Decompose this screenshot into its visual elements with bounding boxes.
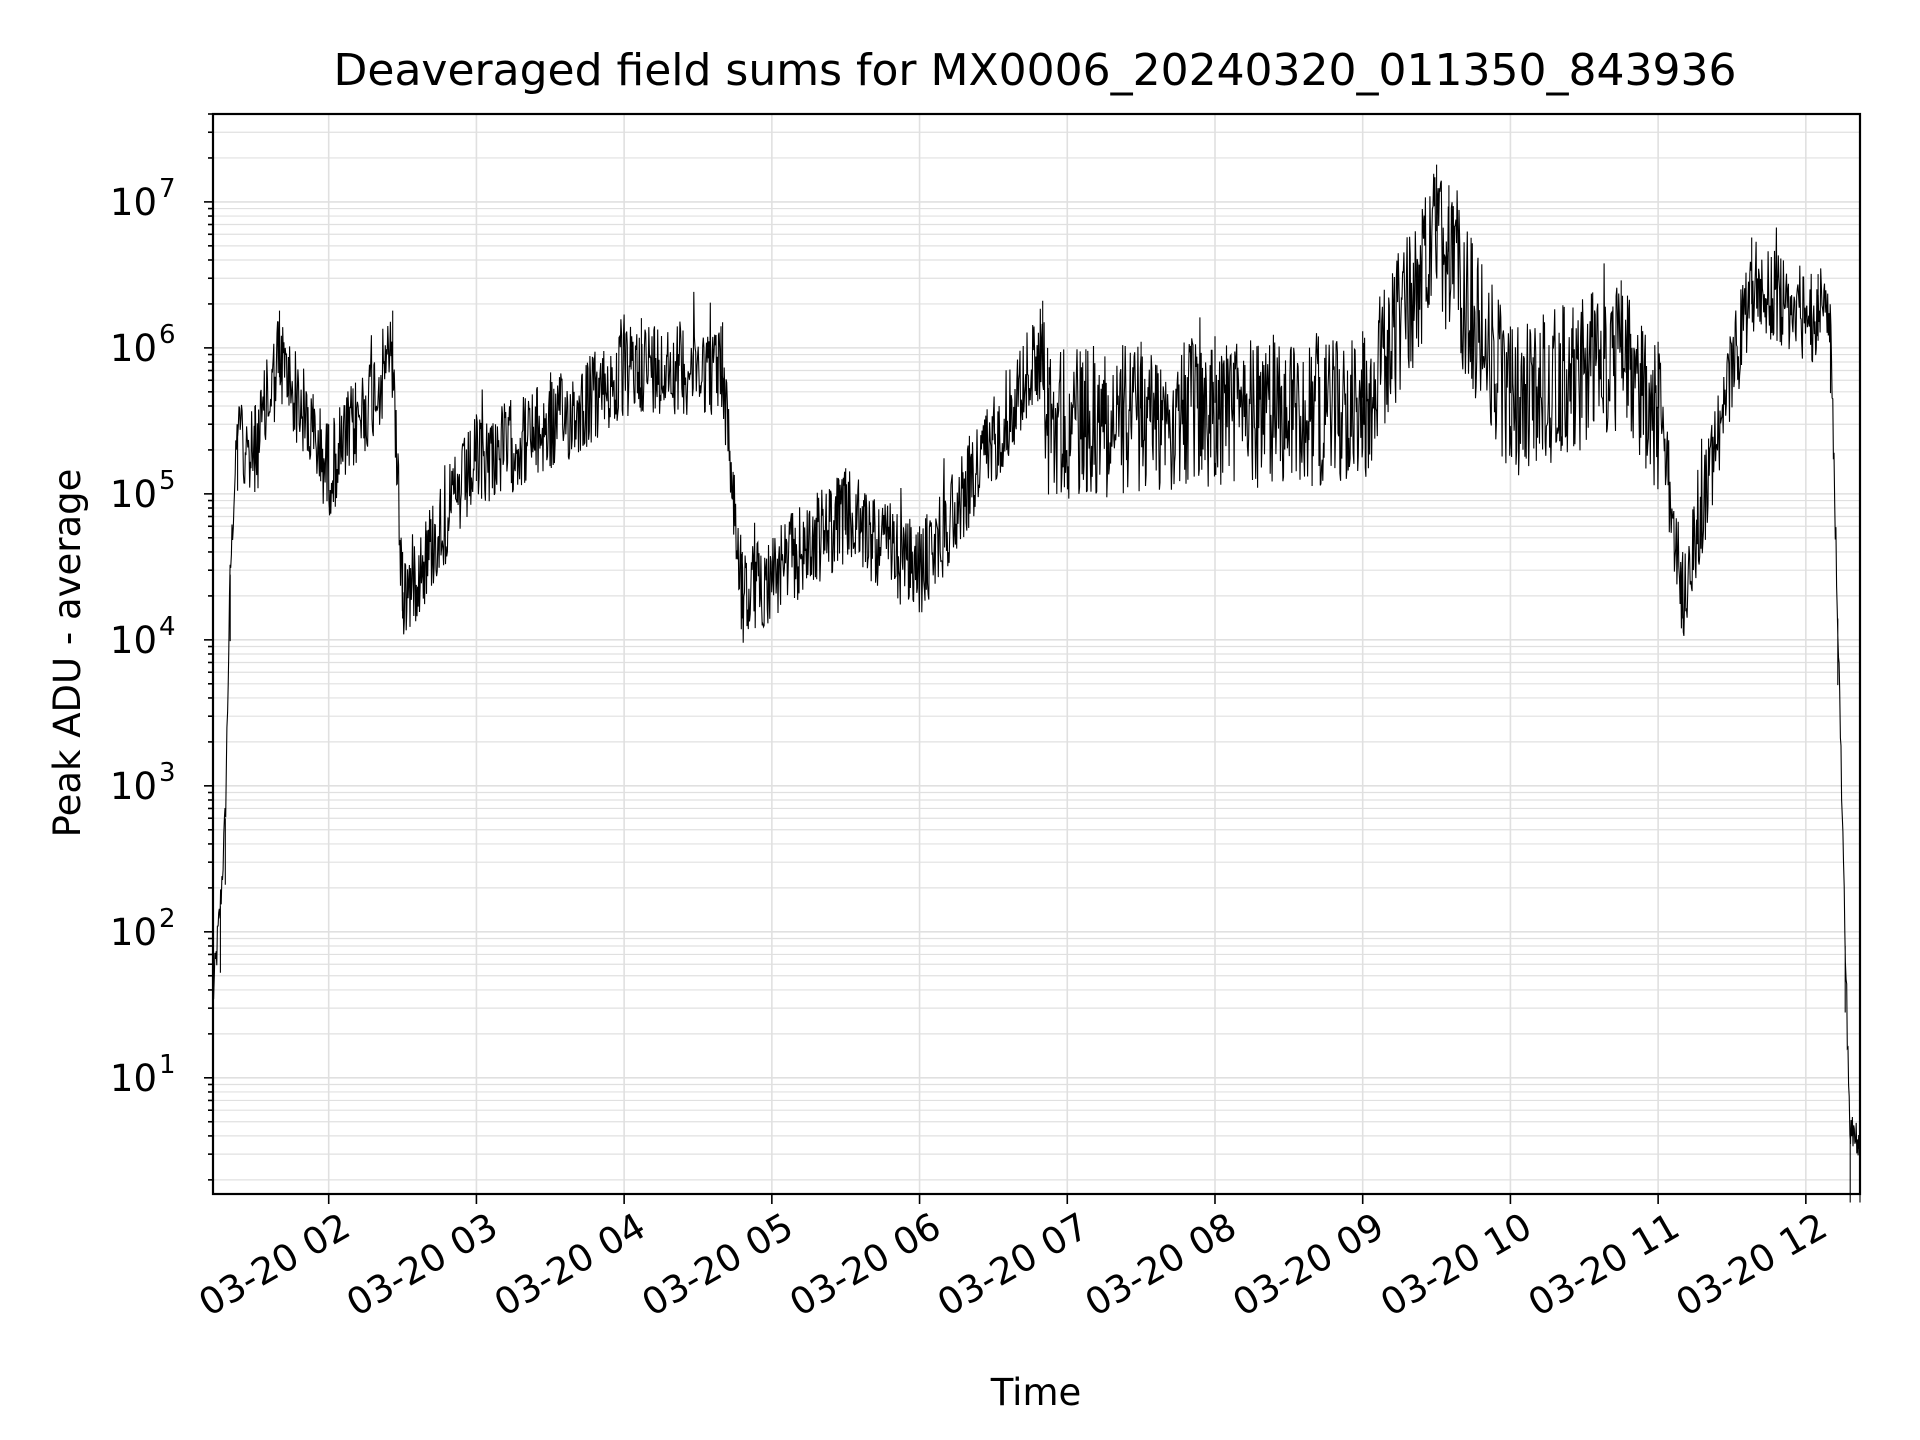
y-tick-label-exponent: 5 [159, 466, 176, 496]
y-tick-label-exponent: 4 [159, 612, 176, 642]
y-tick-label: 10 [110, 1057, 157, 1100]
y-tick-label-exponent: 7 [159, 174, 176, 204]
y-tick-label-exponent: 6 [159, 320, 176, 350]
series-trace [212, 164, 1861, 1203]
y-tick-label: 10 [110, 911, 157, 954]
y-tick-label-exponent: 1 [159, 1050, 176, 1080]
grid [213, 113, 1860, 1194]
y-tick-label: 10 [110, 327, 157, 370]
y-tick-label: 10 [110, 619, 157, 662]
y-tick-label: 10 [110, 765, 157, 808]
y-tick-label-exponent: 3 [159, 758, 176, 788]
y-tick-label: 10 [110, 181, 157, 224]
y-tick-label-exponent: 2 [159, 904, 176, 934]
series-line [212, 164, 1861, 1203]
y-tick-label: 10 [110, 473, 157, 516]
x-axis-label: Time [990, 1371, 1082, 1414]
y-axis-label: Peak ADU - average [46, 469, 89, 838]
chart-title: Deaveraged field sums for MX0006_2024032… [334, 45, 1737, 96]
